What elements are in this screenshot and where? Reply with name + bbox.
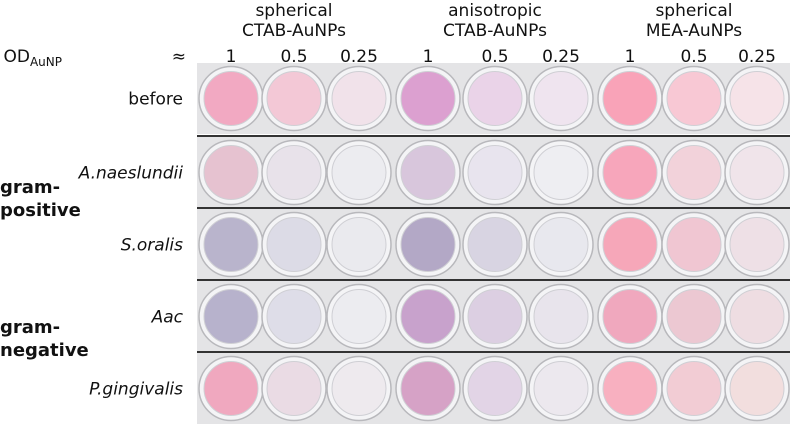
concentration: 1 — [423, 47, 434, 67]
od-label: ODAuNP — [3, 47, 62, 69]
well — [467, 361, 523, 416]
well — [666, 289, 722, 344]
well — [602, 71, 658, 126]
well — [203, 361, 259, 416]
gram-label: positive — [0, 200, 81, 221]
row-label: P.gingivalis — [89, 380, 183, 400]
gram-label: negative — [0, 340, 89, 361]
row-label: S.oralis — [121, 236, 183, 256]
well — [602, 361, 658, 416]
well — [729, 361, 785, 416]
well — [203, 145, 259, 200]
concentration: 0.25 — [340, 47, 378, 67]
concentration: 0.5 — [481, 47, 508, 67]
well — [467, 289, 523, 344]
concentration: 0.5 — [680, 47, 707, 67]
concentration: 0.25 — [738, 47, 776, 67]
well — [400, 145, 456, 200]
well — [203, 289, 259, 344]
group-header: MEA-AuNPs — [646, 21, 742, 41]
well — [729, 217, 785, 272]
group-header: CTAB-AuNPs — [242, 21, 346, 41]
od-approx: ≈ — [172, 47, 186, 67]
well — [533, 217, 589, 272]
well — [533, 71, 589, 126]
well — [400, 289, 456, 344]
well — [266, 217, 322, 272]
well — [467, 145, 523, 200]
well — [203, 71, 259, 126]
well — [331, 289, 387, 344]
well — [400, 217, 456, 272]
well — [400, 361, 456, 416]
row-label: Aac — [151, 308, 184, 328]
well — [602, 217, 658, 272]
concentration: 1 — [226, 47, 237, 67]
gram-label: gram- — [0, 317, 60, 338]
group-header: spherical — [655, 1, 732, 21]
well — [602, 289, 658, 344]
od-sub: AuNP — [30, 55, 62, 69]
well — [467, 217, 523, 272]
concentration: 1 — [625, 47, 636, 67]
well — [331, 145, 387, 200]
well — [400, 71, 456, 126]
well — [666, 71, 722, 126]
well — [331, 361, 387, 416]
well — [666, 145, 722, 200]
well — [203, 217, 259, 272]
well — [266, 289, 322, 344]
well — [533, 145, 589, 200]
row-label: A.naeslundii — [78, 164, 184, 184]
well — [331, 71, 387, 126]
well — [602, 145, 658, 200]
od-main: OD — [3, 47, 29, 67]
group-header: CTAB-AuNPs — [443, 21, 547, 41]
group-header: spherical — [255, 1, 332, 21]
well — [533, 289, 589, 344]
gram-label: gram- — [0, 177, 60, 198]
well — [533, 361, 589, 416]
well — [729, 71, 785, 126]
well — [331, 217, 387, 272]
concentration: 0.5 — [280, 47, 307, 67]
well — [729, 289, 785, 344]
group-header: anisotropic — [448, 1, 542, 21]
concentration: 0.25 — [542, 47, 580, 67]
well — [729, 145, 785, 200]
well — [467, 71, 523, 126]
well — [666, 217, 722, 272]
well — [266, 71, 322, 126]
row-label: before — [128, 90, 183, 110]
well — [666, 361, 722, 416]
well — [266, 145, 322, 200]
well — [266, 361, 322, 416]
